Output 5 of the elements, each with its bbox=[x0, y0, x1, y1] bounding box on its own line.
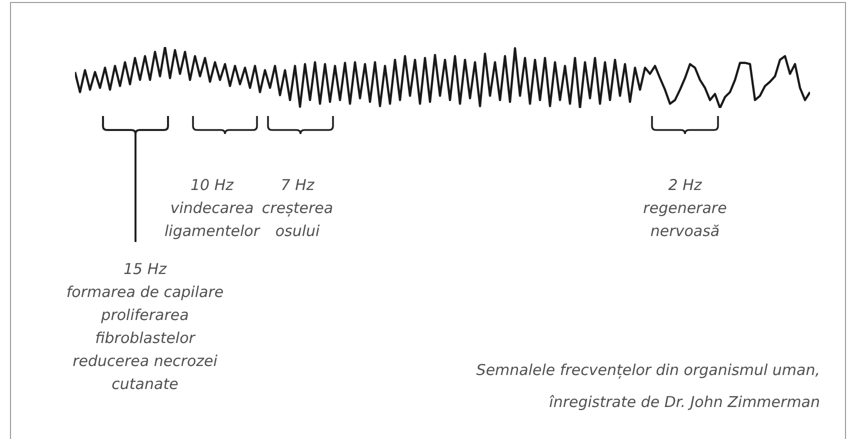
text: 2 Hz regenerare nervoasă bbox=[642, 175, 728, 242]
text: 10 Hz vindecarea ligamentelor bbox=[163, 175, 262, 242]
text: 7 Hz creșterea osului bbox=[262, 176, 334, 240]
text: Semnalele frecvențelor din organismul uman, înregistrate de Dr. John Zimmerman bbox=[475, 360, 820, 413]
text: 15 Hz formarea de capilare proliferarea fibroblastelor reducerea necrozei cutanate bbox=[65, 259, 225, 395]
